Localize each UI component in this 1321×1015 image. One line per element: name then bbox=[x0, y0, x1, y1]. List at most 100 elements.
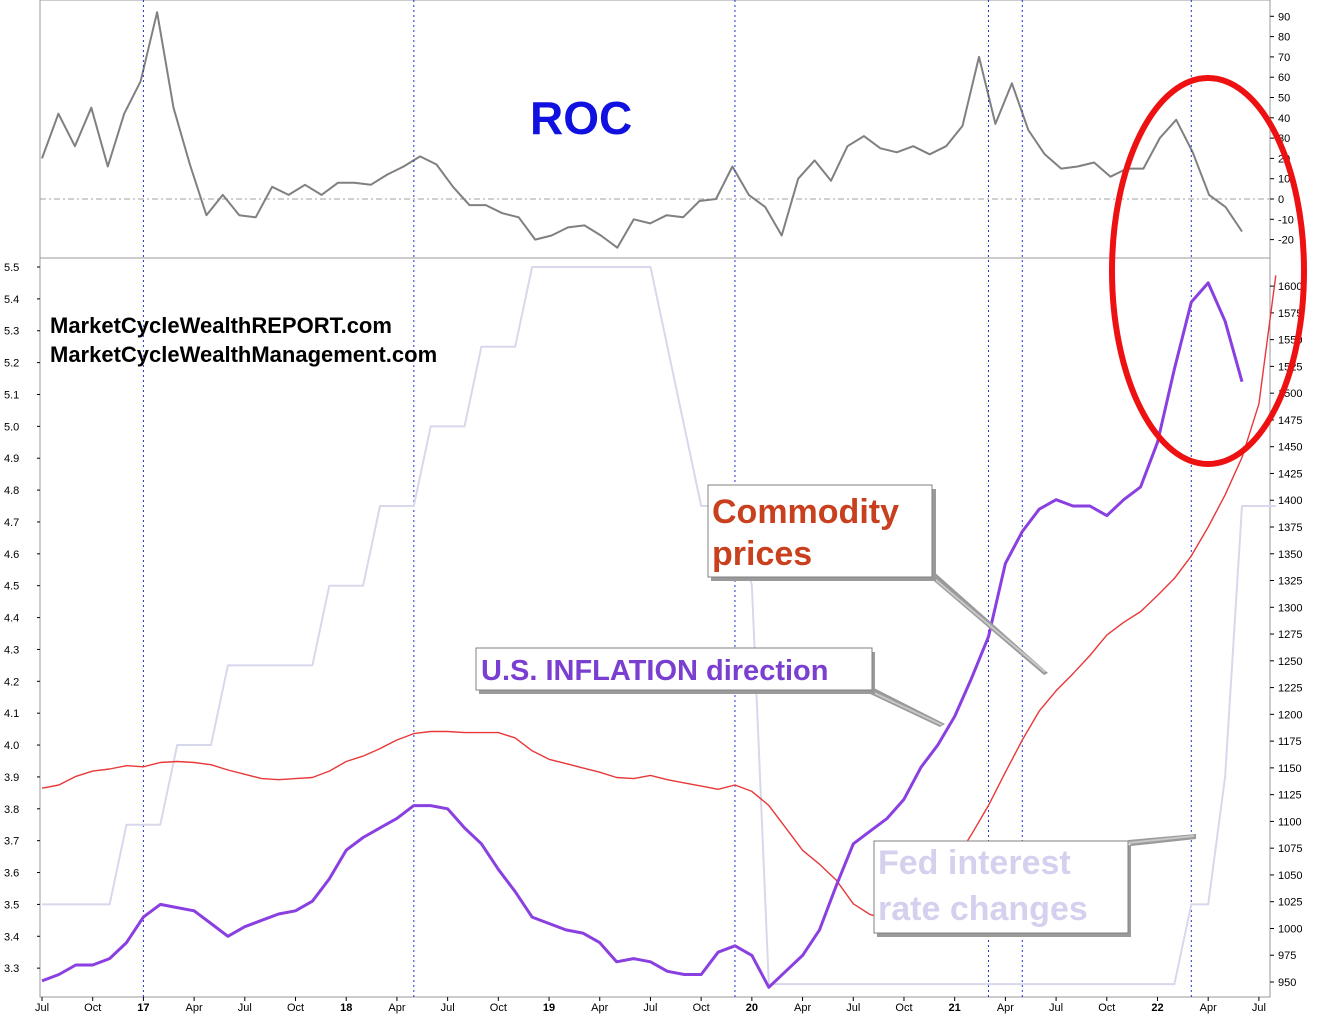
x-tick-label: Apr bbox=[794, 1002, 811, 1014]
roc-tick-label: 50 bbox=[1278, 93, 1290, 105]
right-tick-label: 1250 bbox=[1278, 656, 1302, 668]
roc-tick-label: 80 bbox=[1278, 32, 1290, 44]
x-tick-label: Apr bbox=[997, 1002, 1014, 1014]
commodity-line bbox=[41, 275, 1277, 920]
x-tick-label: Jul bbox=[441, 1002, 455, 1014]
x-tick-label: Jul bbox=[643, 1002, 657, 1014]
annotations: ROC MarketCycleWealthREPORT.com MarketCy… bbox=[50, 75, 1307, 937]
right-tick-label: 1150 bbox=[1278, 763, 1302, 775]
right-tick-label: 1375 bbox=[1278, 522, 1302, 534]
commodity-callout: Commodity prices bbox=[707, 484, 1048, 675]
highlight-ellipse bbox=[1109, 75, 1307, 467]
left-tick-label: 3.5 bbox=[4, 899, 19, 911]
roc-tick-label: 90 bbox=[1278, 11, 1290, 23]
right-tick-label: 1600 bbox=[1278, 281, 1302, 293]
roc-tick-label: -20 bbox=[1278, 235, 1294, 247]
right-tick-label: 1575 bbox=[1278, 308, 1302, 320]
commodity-callout-pointer bbox=[929, 574, 1046, 673]
left-tick-label: 3.7 bbox=[4, 836, 19, 848]
right-tick-label: 1275 bbox=[1278, 629, 1302, 641]
x-tick-label: Apr bbox=[591, 1002, 608, 1014]
right-tick-label: 1000 bbox=[1278, 923, 1302, 935]
right-tick-label: 1400 bbox=[1278, 495, 1302, 507]
roc-tick-label: 10 bbox=[1278, 174, 1290, 186]
roc-frame bbox=[39, 0, 1271, 259]
left-tick-label: 4.7 bbox=[4, 517, 19, 529]
x-tick-label: Oct bbox=[84, 1002, 101, 1014]
right-tick-label: 1225 bbox=[1278, 683, 1302, 695]
x-tick-label: 22 bbox=[1151, 1002, 1163, 1014]
site-name-management: MarketCycleWealthManagement.com bbox=[50, 342, 437, 367]
left-tick-label: 4.5 bbox=[4, 581, 19, 593]
right-tick-label: 1450 bbox=[1278, 442, 1302, 454]
left-tick-label: 4.3 bbox=[4, 644, 19, 656]
fed-callout: Fed interest rate changes bbox=[873, 834, 1196, 937]
inflation-line bbox=[41, 281, 1244, 989]
left-tick-label: 3.8 bbox=[4, 804, 19, 816]
right-tick-label: 1425 bbox=[1278, 468, 1302, 480]
commodity-label-line1: Commodity bbox=[712, 493, 899, 531]
right-tick-label: 1075 bbox=[1278, 843, 1302, 855]
x-tick-label: Oct bbox=[895, 1002, 912, 1014]
roc-line bbox=[41, 11, 1243, 249]
right-tick-label: 975 bbox=[1278, 950, 1296, 962]
commodity-label-line2: prices bbox=[712, 535, 812, 573]
left-tick-label: 5.1 bbox=[4, 389, 19, 401]
fed-label-line2: rate changes bbox=[878, 890, 1088, 928]
x-tick-label: Jul bbox=[846, 1002, 860, 1014]
x-tick-label: Jul bbox=[35, 1002, 49, 1014]
left-tick-label: 3.3 bbox=[4, 963, 19, 975]
roc-title: ROC bbox=[530, 92, 632, 144]
inflation-callout: U.S. INFLATION direction bbox=[475, 647, 945, 727]
inflation-label: U.S. INFLATION direction bbox=[481, 655, 828, 687]
fed-callout-box bbox=[873, 840, 1129, 934]
x-tick-label: 18 bbox=[340, 1002, 352, 1014]
left-tick-label: 3.9 bbox=[4, 772, 19, 784]
right-tick-label: 1125 bbox=[1278, 790, 1302, 802]
left-tick-label: 4.4 bbox=[4, 613, 19, 625]
x-tick-label: 17 bbox=[137, 1002, 149, 1014]
x-tick-label: Jul bbox=[1049, 1002, 1063, 1014]
left-tick-label: 5.4 bbox=[4, 294, 19, 306]
left-tick-label: 4.8 bbox=[4, 485, 19, 497]
x-tick-label: Jul bbox=[238, 1002, 252, 1014]
left-tick-label: 5.3 bbox=[4, 326, 19, 338]
x-tick-label: 21 bbox=[949, 1002, 961, 1014]
roc-tick-label: 40 bbox=[1278, 113, 1290, 125]
x-tick-label: Oct bbox=[490, 1002, 507, 1014]
roc-tick-label: 60 bbox=[1278, 72, 1290, 84]
x-tick-label: 20 bbox=[746, 1002, 758, 1014]
commodity-callout-box bbox=[707, 484, 933, 578]
roc-tick-label: 70 bbox=[1278, 52, 1290, 64]
left-tick-label: 4.0 bbox=[4, 740, 19, 752]
x-tick-label: Jul bbox=[1252, 1002, 1266, 1014]
x-tick-label: Oct bbox=[693, 1002, 710, 1014]
right-tick-label: 1175 bbox=[1278, 736, 1302, 748]
fed-rate-line bbox=[42, 266, 1276, 986]
right-tick-label: 1050 bbox=[1278, 870, 1302, 882]
left-tick-label: 3.4 bbox=[4, 931, 19, 943]
inflation-callout-pointer bbox=[867, 689, 943, 726]
roc-tick-label: 0 bbox=[1278, 194, 1284, 206]
left-tick-label: 5.0 bbox=[4, 421, 19, 433]
site-name-report: MarketCycleWealthREPORT.com bbox=[50, 313, 392, 338]
left-tick-label: 4.6 bbox=[4, 549, 19, 561]
left-tick-label: 5.5 bbox=[4, 262, 19, 274]
left-tick-label: 4.1 bbox=[4, 708, 19, 720]
x-tick-label: Oct bbox=[1098, 1002, 1115, 1014]
x-tick-label: Apr bbox=[388, 1002, 405, 1014]
right-tick-label: 1475 bbox=[1278, 415, 1302, 427]
x-tick-label: 19 bbox=[543, 1002, 555, 1014]
roc-tick-label: -10 bbox=[1278, 214, 1294, 226]
x-tick-label: Apr bbox=[1200, 1002, 1217, 1014]
main-frame bbox=[39, 257, 1271, 998]
right-tick-label: 1025 bbox=[1278, 897, 1302, 909]
right-tick-label: 1100 bbox=[1278, 816, 1302, 828]
inflation-callout-box bbox=[475, 647, 873, 691]
left-tick-label: 5.2 bbox=[4, 358, 19, 370]
left-tick-label: 4.2 bbox=[4, 676, 19, 688]
right-tick-label: 1350 bbox=[1278, 549, 1302, 561]
right-tick-label: 1300 bbox=[1278, 602, 1302, 614]
